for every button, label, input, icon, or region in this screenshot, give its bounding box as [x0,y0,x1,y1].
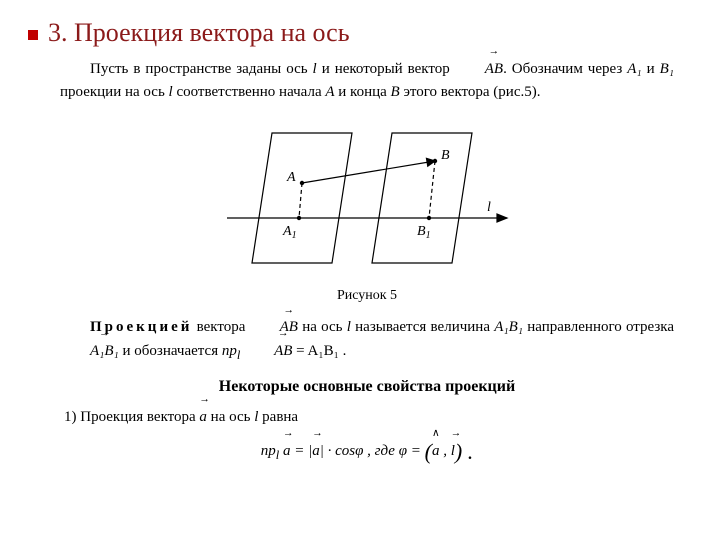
text: . [339,343,347,359]
text: и обозначается [119,343,222,359]
vector-a: ∧a [432,440,440,463]
text: , [439,443,450,459]
vector-l: →l [451,440,455,463]
vec-label: a [283,443,291,459]
text: на ось [298,319,347,335]
title-bullet [28,30,38,40]
text: называется величина [351,319,494,335]
text: и некоторый вектор [317,61,455,77]
text: вектора [192,319,249,335]
text: на ось [207,409,254,425]
svg-text:A1: A1 [282,224,297,241]
text: этого вектора (рис.5). [400,84,541,100]
figure-caption: Рисунок 5 [60,285,674,307]
slide-root: 3. Проекция вектора на ось Пусть в прост… [0,0,720,540]
text: проекции на ось [60,84,169,100]
formula-projection: прl →a = |→a| · cosφ , где φ = (∧a , →l)… [60,435,674,469]
point-A: A [325,84,334,100]
proj-sub: l [237,348,240,362]
slide-title: 3. Проекция вектора на ось [28,18,692,48]
vector-a: →a [283,440,291,463]
properties-heading: Некоторые основные свойства проекций [60,375,674,400]
vec-label: AB [274,343,292,359]
vector-AB: →AB [455,58,503,81]
body-content: Пусть в пространстве заданы ось l и неко… [28,58,692,469]
proj-symbol: пр [222,343,237,359]
vec-label: A₁B₁ [90,343,119,359]
point-B: B [391,84,400,100]
vec-label: a [432,443,440,459]
text: Пусть в пространстве заданы ось [90,61,313,77]
svg-text:A: A [286,170,296,185]
definition-line: Проекцией вектора →AB на ось l называетс… [60,316,674,365]
svg-text:B: B [441,148,450,163]
vec-label: AB [485,61,503,77]
proj-sub: l [276,448,279,462]
vector-a: →a [312,440,320,463]
segment-A1B1: A₁B₁ [494,319,523,335]
vector-A1B1: →A₁B₁ [60,340,119,363]
vec-label: l [451,443,455,459]
svg-text:B1: B1 [417,224,431,241]
proj-symbol: пр [261,443,276,459]
text: соответственно начала [173,84,326,100]
paragraph-intro: Пусть в пространстве заданы ось l и неко… [60,58,674,105]
vector-a: →a [199,406,207,429]
vec-label: a [312,443,320,459]
point-B1: B₁ [660,61,674,77]
point-A1: A₁ [627,61,641,77]
text: . Обозначим через [503,61,627,77]
vector-AB: →AB [250,316,298,339]
text: = A₁B₁ [292,343,338,359]
text: равна [258,409,298,425]
text: и конца [335,84,391,100]
text: 1) Проекция вектора [64,409,199,425]
text: = | [291,443,313,459]
text: направленного отрезка [523,319,674,335]
paren-close: ) . [455,439,473,464]
vector-AB: →AB [244,340,292,363]
text: | · cosφ , где φ = [320,443,425,459]
svg-text:l: l [487,200,491,215]
text: и [642,61,660,77]
vec-label: a [199,409,207,425]
figure-5: l A B A1 B1 [60,113,674,281]
figure-svg: l A B A1 B1 [217,113,517,273]
title-text: 3. Проекция вектора на ось [48,18,350,47]
property-1: 1) Проекция вектора →a на ось l равна [60,406,674,429]
paren-open: ( [425,439,432,464]
